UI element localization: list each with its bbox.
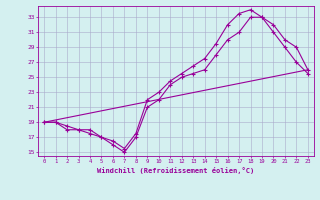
X-axis label: Windchill (Refroidissement éolien,°C): Windchill (Refroidissement éolien,°C) — [97, 167, 255, 174]
